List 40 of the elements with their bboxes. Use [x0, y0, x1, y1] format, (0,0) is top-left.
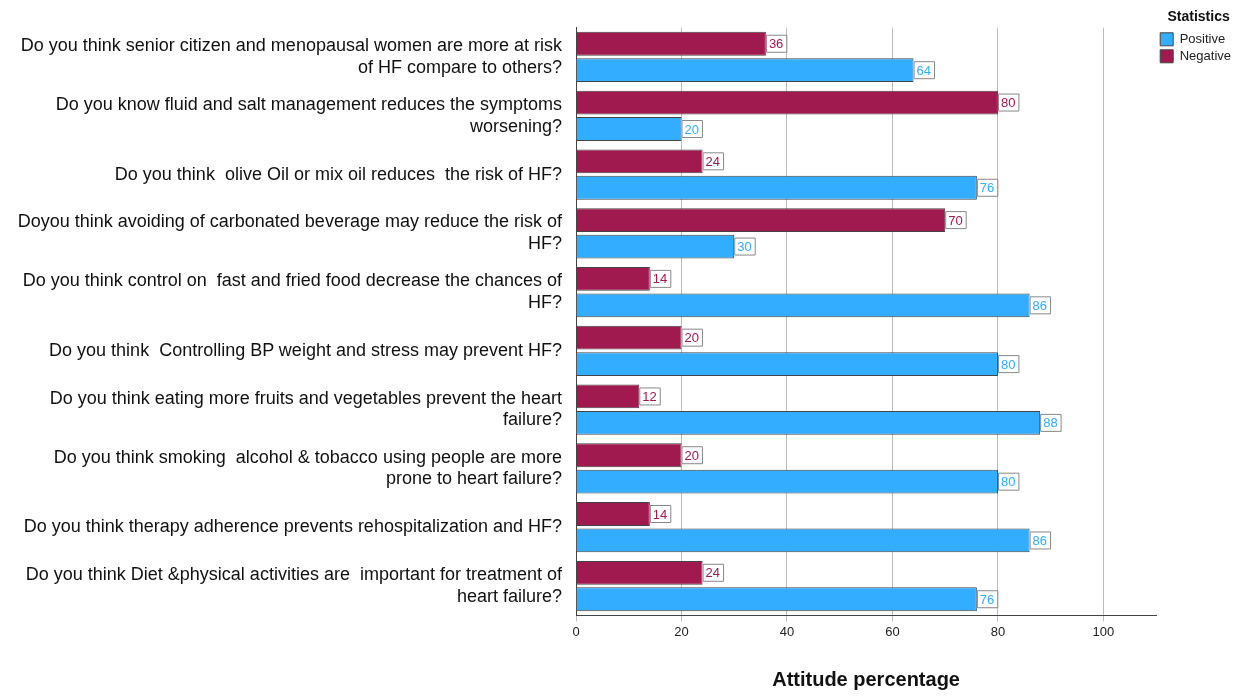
y-tick-label: Doyou think avoiding of carbonated beverage may reduce the risk of HF? — [17, 211, 563, 254]
legend-title: Statistics — [1167, 7, 1230, 24]
data-label: 76 — [979, 180, 995, 196]
legend-label: Positive — [1179, 30, 1226, 46]
x-tick-label: 100 — [1092, 623, 1115, 639]
x-tick-label: 0 — [572, 623, 580, 639]
y-tick-label: Do you think eating more fruits and vegetables prevent the heart failure? — [49, 387, 562, 430]
x-tick-label: 20 — [674, 623, 689, 639]
y-tick-label: Do you think Controlling BP weight and stress may prevent HF? — [49, 339, 562, 360]
x-tick-label: 80 — [990, 623, 1006, 639]
data-label: 88 — [1043, 415, 1058, 431]
data-label: 64 — [916, 62, 932, 78]
data-label: 36 — [768, 36, 784, 52]
y-tick-label: Do you think olive Oil or mix oil reduces the risk of HF? — [114, 163, 562, 184]
y-tick-label: Do you know fluid and salt management reduces the symptoms worsening? — [55, 93, 562, 136]
data-label: 80 — [1000, 95, 1016, 111]
data-label: 30 — [737, 239, 752, 255]
legend-label: Negative — [1179, 47, 1231, 63]
y-tick-label: Do you think therapy adherence prevents rehospitalization and HF? — [23, 516, 562, 537]
data-label: 20 — [684, 330, 699, 346]
data-label: 14 — [652, 271, 668, 287]
x-axis-title: Attitude percentage — [772, 667, 960, 690]
data-label: 70 — [948, 212, 963, 228]
y-tick-label: Do you think senior citizen and menopausal women are more at risk of HF compare to others? — [20, 35, 563, 77]
data-label: 80 — [1000, 356, 1016, 372]
data-label: 24 — [705, 565, 721, 581]
y-tick-label: Do you think control on fast and fried food decrease the chances of HF? — [22, 270, 563, 312]
x-tick-label: 40 — [779, 623, 795, 639]
data-label: 12 — [642, 389, 657, 405]
data-label: 80 — [1000, 474, 1016, 490]
data-label: 86 — [1032, 297, 1048, 313]
data-label: 20 — [684, 121, 699, 137]
data-label: 24 — [705, 153, 721, 169]
data-label: 14 — [652, 506, 668, 522]
y-tick-label: Do you think Diet &physical activities are important for treatment of heart failure? — [25, 564, 563, 606]
x-tick-label: 60 — [885, 623, 900, 639]
data-label: 86 — [1032, 533, 1048, 549]
y-tick-label: Do you think smoking alcohol & tobacco using people are more prone to heart failure? — [53, 446, 562, 489]
data-label: 76 — [979, 591, 995, 607]
data-label: 20 — [684, 447, 699, 463]
